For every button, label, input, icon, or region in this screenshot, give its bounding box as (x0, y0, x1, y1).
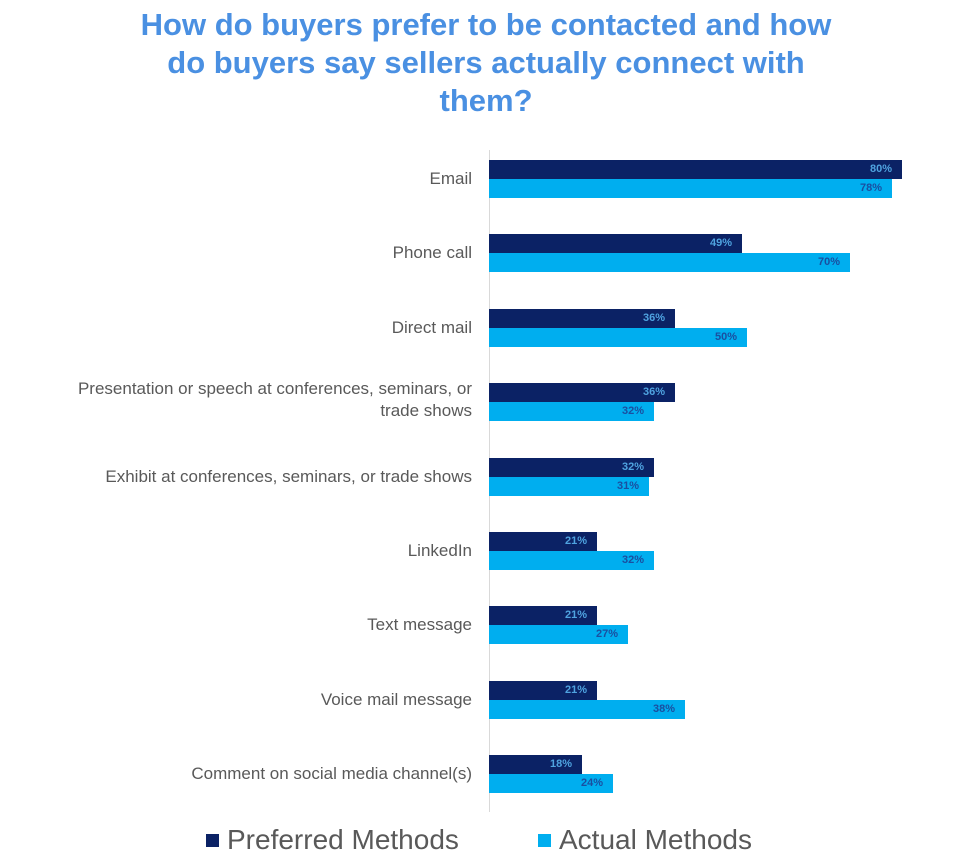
category-label: Direct mail (0, 317, 472, 339)
chart-title-line-2: do buyers say sellers actually connect w… (167, 45, 805, 80)
bar-value-label: 32% (621, 460, 644, 473)
bar-actual[interactable]: 27% (489, 625, 628, 645)
chart-row: Phone call 49% 70% (0, 234, 972, 274)
bar-actual[interactable]: 32% (489, 402, 654, 422)
bar-value-label: 36% (642, 311, 665, 324)
category-label-line: LinkedIn (407, 541, 472, 560)
bar-preferred[interactable]: 32% (489, 457, 654, 477)
bar-preferred[interactable]: 36% (489, 383, 675, 403)
category-label-line: Comment on social media channel(s) (191, 764, 472, 784)
bar-value-label: 78% (859, 182, 882, 194)
category-label: Text message (0, 614, 472, 636)
chart-title-line-1: How do buyers prefer to be contacted and… (140, 7, 832, 42)
bar-preferred[interactable]: 21% (489, 532, 597, 551)
bar-actual[interactable]: 32% (489, 551, 654, 570)
bar-actual[interactable]: 78% (489, 179, 892, 198)
legend-swatch-preferred (206, 833, 219, 847)
bar-value-label: 32% (621, 554, 644, 566)
legend-label-actual: Actual Methods (559, 824, 752, 855)
bar-preferred[interactable]: 18% (489, 755, 582, 775)
chart-title-line-3: them? (439, 83, 533, 118)
bar-value-label: 38% (652, 702, 675, 715)
chart-row: Presentation or speech at conferences, s… (0, 379, 972, 423)
bar-actual[interactable]: 50% (489, 327, 747, 347)
chart-row: Voice mail message 21% 38% (0, 680, 972, 721)
bar-actual[interactable]: 24% (489, 774, 613, 794)
bar-preferred[interactable]: 21% (489, 606, 597, 626)
bar-value-label: 21% (564, 609, 587, 622)
category-label-line: trade shows (380, 401, 472, 421)
legend-label-preferred: Preferred Methods (227, 824, 459, 855)
category-label: Presentation or speech at conferences, s… (0, 378, 472, 422)
category-label-line: Phone call (392, 243, 472, 263)
bar-value-label: 31% (616, 479, 639, 492)
category-label: Phone call (0, 242, 472, 264)
bar-actual[interactable]: 31% (489, 476, 649, 496)
legend-item-actual[interactable]: Actual Methods (538, 822, 752, 858)
bar-preferred[interactable]: 36% (489, 308, 675, 328)
category-label: Email (0, 168, 472, 190)
legend-swatch-actual (538, 833, 551, 847)
bar-value-label: 21% (564, 683, 587, 696)
bar-value-label: 36% (642, 386, 665, 399)
category-label-line: Email (429, 169, 472, 188)
bar-actual[interactable]: 38% (489, 699, 685, 719)
chart-row: Comment on social media channel(s) 18% 24% (0, 755, 972, 795)
bar-value-label: 24% (580, 777, 603, 790)
chart-row: Text message 21% 27% (0, 606, 972, 646)
chart-title: How do buyers prefer to be contacted and… (0, 6, 972, 120)
category-label-line: Voice mail message (320, 689, 472, 709)
bar-value-label: 21% (564, 535, 587, 547)
bar-preferred[interactable]: 80% (489, 160, 902, 179)
chart-row: Exhibit at conferences, seminars, or tra… (0, 457, 972, 498)
category-label: Comment on social media channel(s) (0, 763, 472, 785)
bar-value-label: 70% (817, 256, 840, 269)
bar-value-label: 80% (869, 163, 892, 175)
category-label-line: Exhibit at conferences, seminars, or tra… (105, 466, 472, 486)
category-label: Exhibit at conferences, seminars, or tra… (0, 466, 472, 488)
bar-value-label: 49% (709, 237, 732, 250)
category-label-line: Text message (367, 615, 472, 635)
bar-preferred[interactable]: 49% (489, 234, 742, 254)
chart-row: Direct mail 36% 50% (0, 308, 972, 349)
bar-value-label: 27% (595, 628, 618, 641)
bar-value-label: 18% (549, 758, 572, 771)
chart-row: Email 80% 78% (0, 160, 972, 200)
category-label: Voice mail message (0, 689, 472, 711)
bar-preferred[interactable]: 21% (489, 680, 597, 700)
chart-row: LinkedIn 21% 32% (0, 532, 972, 572)
category-label-line: Presentation or speech at conferences, s… (77, 379, 472, 399)
category-label: LinkedIn (0, 540, 472, 562)
bar-actual[interactable]: 70% (489, 253, 850, 273)
bar-value-label: 50% (714, 330, 737, 343)
legend: Preferred Methods Actual Methods (0, 822, 972, 862)
bar-value-label: 32% (621, 405, 644, 418)
legend-item-preferred[interactable]: Preferred Methods (206, 822, 459, 858)
category-label-line: Direct mail (391, 317, 472, 337)
